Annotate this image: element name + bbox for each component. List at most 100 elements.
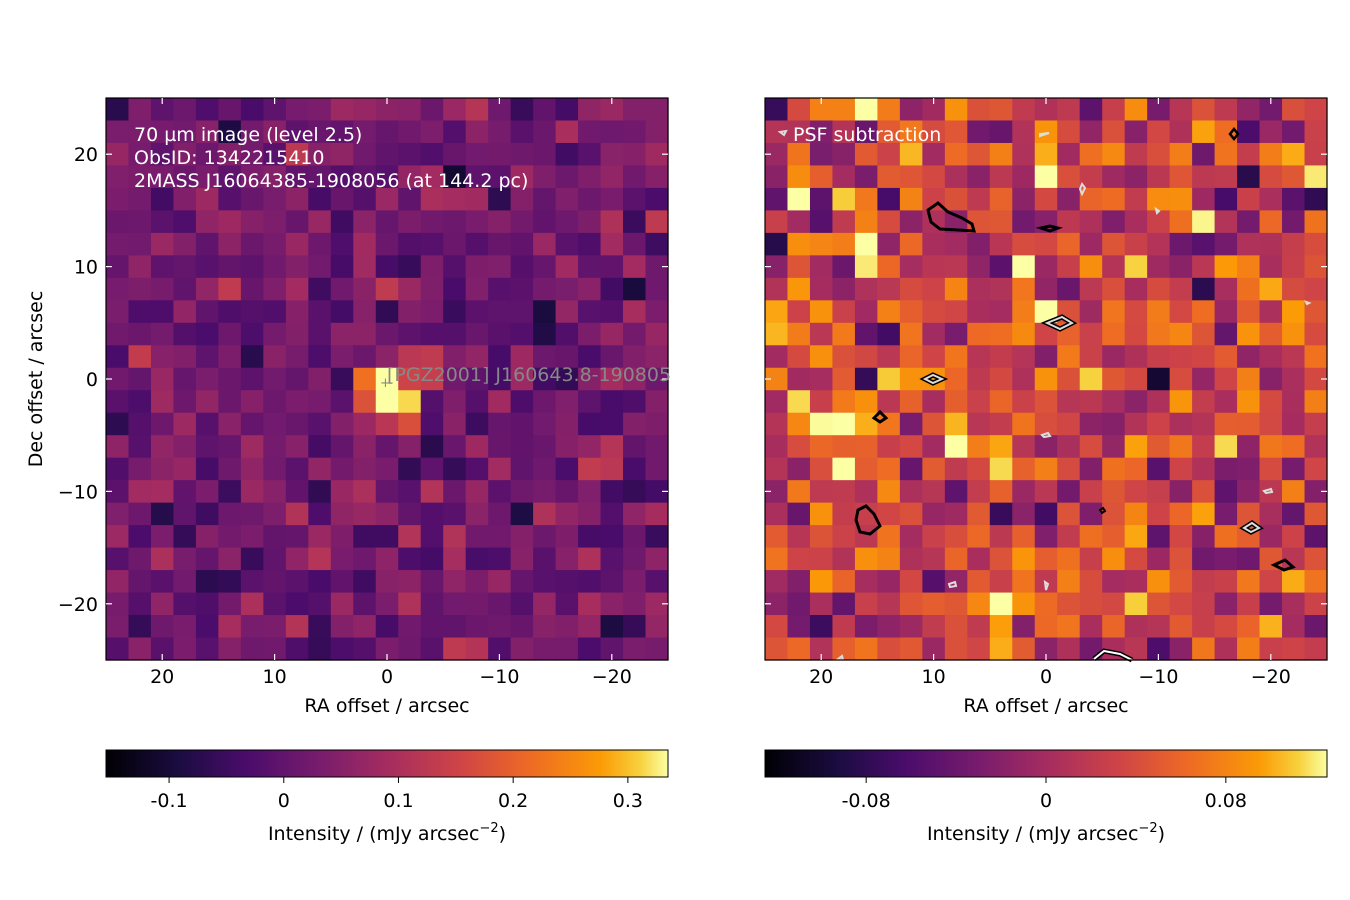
heatmap-pixel xyxy=(809,232,834,256)
heatmap-pixel xyxy=(967,502,991,526)
heatmap-pixel xyxy=(533,232,557,256)
heatmap-pixel xyxy=(1124,367,1148,391)
heatmap-pixel xyxy=(600,277,624,301)
heatmap-pixel xyxy=(1304,165,1328,189)
heatmap-pixel xyxy=(899,592,923,616)
heatmap-pixel xyxy=(1079,457,1103,481)
heatmap-pixel xyxy=(765,277,789,301)
right-colorbar-label: Intensity / (mJy arcsec−2) xyxy=(927,821,1165,845)
heatmap-pixel xyxy=(1012,412,1036,436)
heatmap-pixel xyxy=(1304,187,1328,211)
heatmap-pixel xyxy=(398,98,422,122)
heatmap-pixel xyxy=(398,367,422,391)
heatmap-pixel xyxy=(765,525,789,549)
heatmap-pixel xyxy=(555,525,579,549)
heatmap-pixel xyxy=(150,232,175,256)
heatmap-pixel xyxy=(1304,637,1328,661)
heatmap-pixel xyxy=(1012,120,1036,144)
heatmap-pixel xyxy=(330,525,354,549)
heatmap-pixel xyxy=(218,142,242,167)
heatmap-pixel xyxy=(1169,255,1193,279)
heatmap-pixel xyxy=(809,367,834,391)
heatmap-pixel xyxy=(1147,322,1171,346)
heatmap-pixel xyxy=(967,547,991,571)
heatmap-pixel xyxy=(967,345,991,369)
heatmap-pixel xyxy=(106,165,130,189)
heatmap-pixel xyxy=(353,120,377,144)
heatmap-pixel xyxy=(967,165,991,189)
heatmap-pixel xyxy=(578,480,602,504)
heatmap-pixel xyxy=(420,367,444,391)
heatmap-pixel xyxy=(1012,232,1036,256)
heatmap-pixel xyxy=(1034,120,1058,144)
heatmap-pixel xyxy=(1304,457,1328,481)
heatmap-pixel xyxy=(1282,300,1306,324)
heatmap-pixel xyxy=(899,232,923,256)
heatmap-pixel xyxy=(1237,322,1261,346)
heatmap-pixel xyxy=(1057,345,1081,369)
heatmap-pixel xyxy=(1304,277,1328,301)
heatmap-pixel xyxy=(854,345,878,369)
heatmap-pixel xyxy=(240,98,264,122)
heatmap-pixel xyxy=(854,187,878,211)
heatmap-pixel xyxy=(787,255,811,279)
heatmap-pixel xyxy=(353,322,377,346)
heatmap-pixel xyxy=(488,142,512,167)
heatmap-pixel xyxy=(809,98,834,122)
heatmap-pixel xyxy=(555,277,579,301)
heatmap-pixel xyxy=(353,457,377,481)
heatmap-pixel xyxy=(285,232,309,256)
x-tick-label: 10 xyxy=(922,666,946,688)
heatmap-pixel xyxy=(877,480,901,504)
heatmap-pixel xyxy=(578,412,602,436)
heatmap-pixel xyxy=(420,322,444,346)
heatmap-pixel xyxy=(1192,502,1216,526)
heatmap-pixel xyxy=(600,412,624,436)
heatmap-pixel xyxy=(600,615,624,639)
heatmap-pixel xyxy=(1192,390,1216,414)
heatmap-pixel xyxy=(353,367,377,391)
heatmap-pixel xyxy=(240,142,264,167)
heatmap-pixel xyxy=(623,210,647,234)
heatmap-pixel xyxy=(420,300,444,324)
heatmap-pixel xyxy=(1169,322,1193,346)
heatmap-pixel xyxy=(1147,480,1171,504)
heatmap-pixel xyxy=(1192,255,1216,279)
heatmap-pixel xyxy=(443,435,467,459)
heatmap-pixel xyxy=(1304,345,1328,369)
heatmap-pixel xyxy=(465,615,489,639)
heatmap-pixel xyxy=(263,277,287,301)
heatmap-pixel xyxy=(1192,547,1216,571)
heatmap-pixel xyxy=(106,547,130,571)
heatmap-pixel xyxy=(106,412,130,436)
heatmap-pixel xyxy=(1282,142,1306,167)
heatmap-pixel xyxy=(922,345,946,369)
heatmap-pixel xyxy=(488,592,512,616)
contour-negative xyxy=(1039,132,1050,138)
heatmap-pixel xyxy=(1214,232,1238,256)
heatmap-pixel xyxy=(128,457,152,481)
heatmap-pixel xyxy=(240,300,264,324)
heatmap-pixel xyxy=(1057,187,1081,211)
heatmap-pixel xyxy=(308,255,332,279)
heatmap-pixel xyxy=(330,637,354,661)
heatmap-pixel xyxy=(128,435,152,459)
heatmap-pixel xyxy=(1237,547,1261,571)
heatmap-pixel xyxy=(877,232,901,256)
heatmap-pixel xyxy=(989,210,1013,234)
heatmap-pixel xyxy=(106,120,130,144)
heatmap-pixel xyxy=(809,457,834,481)
heatmap-pixel xyxy=(263,592,287,616)
heatmap-pixel xyxy=(1304,322,1328,346)
heatmap-pixel xyxy=(1282,592,1306,616)
heatmap-pixel xyxy=(578,210,602,234)
heatmap-pixel xyxy=(1057,390,1081,414)
left-panel: 20 20 10 10 0 0 −10 −10 −20 −20 RA offset / arcse… xyxy=(25,97,671,845)
heatmap-pixel xyxy=(944,367,968,391)
heatmap-pixel xyxy=(877,255,901,279)
heatmap-pixel xyxy=(443,98,467,122)
heatmap-pixel xyxy=(1124,570,1148,594)
heatmap-pixel xyxy=(106,210,130,234)
heatmap-pixel xyxy=(809,322,834,346)
heatmap-pixel xyxy=(944,547,968,571)
